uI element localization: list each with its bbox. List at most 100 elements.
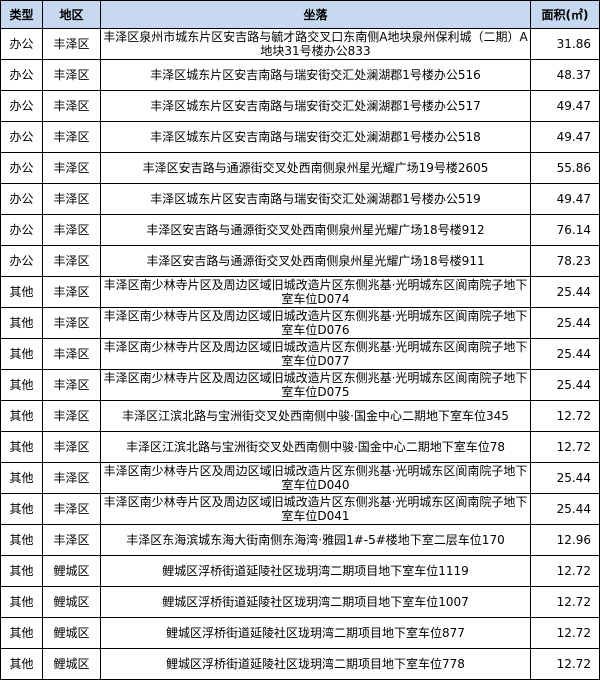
table-cell: 其他	[0, 648, 43, 680]
table-cell: 其他	[0, 524, 43, 556]
table-cell: 丰泽区	[42, 276, 101, 308]
table-cell: 丰泽区南少林寺片区及周边区域旧城改造片区东侧兆基·光明城东区阆南院子地下室车位D…	[100, 369, 531, 401]
table-row: 其他 丰泽区 丰泽区江滨北路与宝洲街交叉处西南侧中骏·国金中心二期地下室车位78 12…	[0, 431, 600, 463]
header-cell: 地区	[42, 0, 101, 29]
header-cell: 坐落	[100, 0, 531, 29]
table-cell: 鲤城区	[42, 648, 101, 680]
table-row: 办公 丰泽区 丰泽区城东片区安吉南路与瑞安街交汇处澜湖郡1号楼办公519 49.47	[0, 183, 600, 215]
table-cell: 78.23	[530, 245, 600, 277]
table-row: 其他 丰泽区 丰泽区南少林寺片区及周边区域旧城改造片区东侧兆基·光明城东区阆南院子地…	[0, 493, 600, 525]
table-cell: 丰泽区城东片区安吉南路与瑞安街交汇处澜湖郡1号楼办公519	[100, 183, 531, 215]
table-cell: 其他	[0, 276, 43, 308]
header-row: 类型 地区 坐落 面积(㎡)	[0, 0, 600, 29]
table-cell: 丰泽区	[42, 431, 101, 463]
table-cell: 31.86	[530, 28, 600, 60]
table-cell: 其他	[0, 400, 43, 432]
table-row: 办公 丰泽区 丰泽区城东片区安吉南路与瑞安街交汇处澜湖郡1号楼办公517 49.47	[0, 90, 600, 122]
table-cell: 丰泽区	[42, 338, 101, 370]
table-row: 其他 丰泽区 丰泽区南少林寺片区及周边区域旧城改造片区东侧兆基·光明城东区阆南院子地…	[0, 338, 600, 370]
table-cell: 丰泽区	[42, 307, 101, 339]
table-cell: 丰泽区南少林寺片区及周边区域旧城改造片区东侧兆基·光明城东区阆南院子地下室车位D…	[100, 338, 531, 370]
table-row: 其他 鲤城区 鲤城区浮桥街道延陵社区珑玥湾二期项目地下室车位1119 12.72	[0, 555, 600, 587]
table-cell: 其他	[0, 338, 43, 370]
table-cell: 丰泽区	[42, 493, 101, 525]
table-cell: 办公	[0, 183, 43, 215]
table-cell: 丰泽区安吉路与通源街交叉处西南侧泉州星光耀广场18号楼911	[100, 245, 531, 277]
header-cell: 面积(㎡)	[530, 0, 600, 29]
table-row: 办公 丰泽区 丰泽区城东片区安吉南路与瑞安街交汇处澜湖郡1号楼办公518 49.47	[0, 121, 600, 153]
table-cell: 丰泽区	[42, 121, 101, 153]
table-cell: 丰泽区	[42, 245, 101, 277]
table-row: 办公 丰泽区 丰泽区泉州市城东片区安吉路与毓才路交叉口东南侧A地块泉州保利城（二期）…	[0, 28, 600, 60]
table-cell: 49.47	[530, 90, 600, 122]
table-cell: 鲤城区	[42, 617, 101, 649]
table-cell: 其他	[0, 462, 43, 494]
table-cell: 丰泽区	[42, 214, 101, 246]
table-cell: 鲤城区浮桥街道延陵社区珑玥湾二期项目地下室车位778	[100, 648, 531, 680]
table-cell: 丰泽区南少林寺片区及周边区域旧城改造片区东侧兆基·光明城东区阆南院子地下室车位D…	[100, 462, 531, 494]
table-cell: 丰泽区	[42, 524, 101, 556]
table-cell: 丰泽区东海滨城东海大街南侧东海湾·雅园1#-5#楼地下室二层车位170	[100, 524, 531, 556]
table-cell: 鲤城区	[42, 586, 101, 618]
table-row: 办公 丰泽区 丰泽区城东片区安吉南路与瑞安街交汇处澜湖郡1号楼办公516 48.37	[0, 59, 600, 91]
table-cell: 其他	[0, 369, 43, 401]
table-cell: 12.72	[530, 617, 600, 649]
table-cell: 丰泽区南少林寺片区及周边区域旧城改造片区东侧兆基·光明城东区阆南院子地下室车位D…	[100, 276, 531, 308]
table-cell: 办公	[0, 121, 43, 153]
table-cell: 办公	[0, 152, 43, 184]
table-cell: 办公	[0, 214, 43, 246]
table-cell: 丰泽区城东片区安吉南路与瑞安街交汇处澜湖郡1号楼办公516	[100, 59, 531, 91]
table-cell: 丰泽区江滨北路与宝洲街交叉处西南侧中骏·国金中心二期地下室车位78	[100, 431, 531, 463]
header-cell: 类型	[0, 0, 43, 29]
table-cell: 12.72	[530, 431, 600, 463]
table-cell: 办公	[0, 28, 43, 60]
table-cell: 丰泽区	[42, 152, 101, 184]
table-cell: 其他	[0, 431, 43, 463]
table-cell: 丰泽区安吉路与通源街交叉处西南侧泉州星光耀广场18号楼912	[100, 214, 531, 246]
table-cell: 48.37	[530, 59, 600, 91]
table-cell: 办公	[0, 90, 43, 122]
table-cell: 丰泽区	[42, 400, 101, 432]
table-cell: 丰泽区	[42, 369, 101, 401]
table-row: 其他 丰泽区 丰泽区南少林寺片区及周边区域旧城改造片区东侧兆基·光明城东区阆南院子地…	[0, 307, 600, 339]
table-cell: 25.44	[530, 462, 600, 494]
table-cell: 25.44	[530, 307, 600, 339]
table-row: 其他 鲤城区 鲤城区浮桥街道延陵社区珑玥湾二期项目地下室车位778 12.72	[0, 648, 600, 680]
table-cell: 丰泽区	[42, 59, 101, 91]
table-cell: 鲤城区浮桥街道延陵社区珑玥湾二期项目地下室车位1119	[100, 555, 531, 587]
table-cell: 其他	[0, 307, 43, 339]
table-row: 办公 丰泽区 丰泽区安吉路与通源街交叉处西南侧泉州星光耀广场18号楼912 76.14	[0, 214, 600, 246]
table-cell: 办公	[0, 245, 43, 277]
table-cell: 其他	[0, 586, 43, 618]
table-row: 其他 丰泽区 丰泽区南少林寺片区及周边区域旧城改造片区东侧兆基·光明城东区阆南院子地…	[0, 369, 600, 401]
table-cell: 丰泽区	[42, 28, 101, 60]
table-cell: 丰泽区南少林寺片区及周边区域旧城改造片区东侧兆基·光明城东区阆南院子地下室车位D…	[100, 493, 531, 525]
table-cell: 55.86	[530, 152, 600, 184]
table-cell: 25.44	[530, 493, 600, 525]
table-row: 其他 丰泽区 丰泽区南少林寺片区及周边区域旧城改造片区东侧兆基·光明城东区阆南院子地…	[0, 276, 600, 308]
table-row: 其他 丰泽区 丰泽区南少林寺片区及周边区域旧城改造片区东侧兆基·光明城东区阆南院子地…	[0, 462, 600, 494]
table-cell: 其他	[0, 493, 43, 525]
table-cell: 丰泽区	[42, 183, 101, 215]
table-row: 办公 丰泽区 丰泽区安吉路与通源街交叉处西南侧泉州星光耀广场18号楼911 78.23	[0, 245, 600, 277]
table-cell: 丰泽区	[42, 462, 101, 494]
table-cell: 丰泽区江滨北路与宝洲街交叉处西南侧中骏·国金中心二期地下室车位345	[100, 400, 531, 432]
table-cell: 12.96	[530, 524, 600, 556]
table-cell: 鲤城区	[42, 555, 101, 587]
table-row: 其他 鲤城区 鲤城区浮桥街道延陵社区珑玥湾二期项目地下室车位1007 12.72	[0, 586, 600, 618]
table-cell: 其他	[0, 555, 43, 587]
table-cell: 丰泽区城东片区安吉南路与瑞安街交汇处澜湖郡1号楼办公517	[100, 90, 531, 122]
table-cell: 丰泽区泉州市城东片区安吉路与毓才路交叉口东南侧A地块泉州保利城（二期）A地块31…	[100, 28, 531, 60]
table-body: 办公 丰泽区 丰泽区泉州市城东片区安吉路与毓才路交叉口东南侧A地块泉州保利城（二期）…	[0, 28, 600, 680]
table-row: 办公 丰泽区 丰泽区安吉路与通源街交叉处西南侧泉州星光耀广场19号楼2605 55.8…	[0, 152, 600, 184]
table-cell: 12.72	[530, 648, 600, 680]
table-cell: 12.72	[530, 555, 600, 587]
table-cell: 25.44	[530, 338, 600, 370]
table-cell: 49.47	[530, 121, 600, 153]
table-cell: 76.14	[530, 214, 600, 246]
table-cell: 丰泽区	[42, 90, 101, 122]
table-cell: 丰泽区城东片区安吉南路与瑞安街交汇处澜湖郡1号楼办公518	[100, 121, 531, 153]
table-cell: 12.72	[530, 400, 600, 432]
